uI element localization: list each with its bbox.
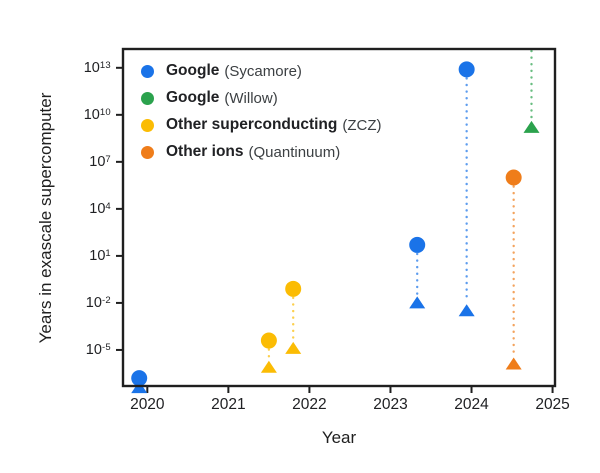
y-tick-exponent: 1 [105,247,111,259]
legend-item-qualifier: (Quantinuum) [248,143,341,161]
data-point-circle [458,61,475,78]
data-point-triangle [260,360,277,373]
y-tick-exponent: 7 [105,153,111,165]
data-point-triangle [523,120,540,133]
legend-item: Google (Willow) [141,89,278,107]
legend-item: Other ions (Quantinuum) [141,143,340,161]
legend-item-label: Other superconducting [166,116,338,133]
legend-item: Google (Sycamore) [141,62,302,80]
y-tick-base: 10 [89,200,106,217]
legend-item-label: Google [166,62,220,79]
legend-item-qualifier: (ZCZ) [342,116,382,134]
data-point-triangle [285,341,302,354]
y-tick-exponent: 4 [105,200,111,212]
y-tick-base: 10 [89,247,106,264]
legend-swatch-icon [141,118,154,132]
data-point-triangle [505,357,522,370]
legend-swatch-icon [141,91,154,105]
y-tick-base: 10 [89,153,106,170]
x-tick-label: 2022 [292,396,327,413]
y-tick-exponent: -2 [101,294,111,306]
y-tick-base: 10 [85,294,102,311]
y-tick-label: 10-2 [85,294,111,311]
data-point-circle [285,280,302,297]
y-tick-label: 10-5 [85,341,111,358]
y-tick-label: 1013 [83,59,111,76]
y-tick-label: 1010 [83,106,111,123]
data-point-circle [409,236,426,253]
y-tick-label: 101 [89,247,111,264]
x-tick-label: 2023 [373,396,408,413]
x-tick-label: 2024 [454,396,489,413]
legend-swatch-icon [141,64,154,78]
data-point-circle [505,169,522,186]
y-tick-label: 107 [89,153,111,170]
data-point-circle [131,370,148,387]
x-tick-label: 2021 [211,396,246,413]
y-tick-base: 10 [83,59,100,76]
y-axis-label: Years in exascale supercomputer [36,92,55,344]
y-tick-exponent: 13 [99,59,111,71]
x-axis-label: Year [321,428,357,447]
legend-item-qualifier: (Sycamore) [224,62,302,80]
y-tick-exponent: -5 [101,341,111,353]
data-point-triangle [409,296,426,309]
data-point-triangle [458,304,475,317]
legend-swatch-icon [141,145,154,159]
legend-item-qualifier: (Willow) [224,89,278,107]
legend-item-label: Google [166,89,220,106]
y-tick-base: 10 [83,106,100,123]
x-tick-label: 2020 [130,396,165,413]
data-point-circle [260,332,277,349]
legend-item-label: Other ions [166,143,244,160]
y-tick-exponent: 10 [99,106,111,118]
plot-border [121,47,557,388]
legend-item: Other superconducting (ZCZ) [141,116,382,134]
y-tick-label: 104 [89,200,111,217]
x-tick-label: 2025 [535,396,570,413]
y-tick-base: 10 [85,341,102,358]
